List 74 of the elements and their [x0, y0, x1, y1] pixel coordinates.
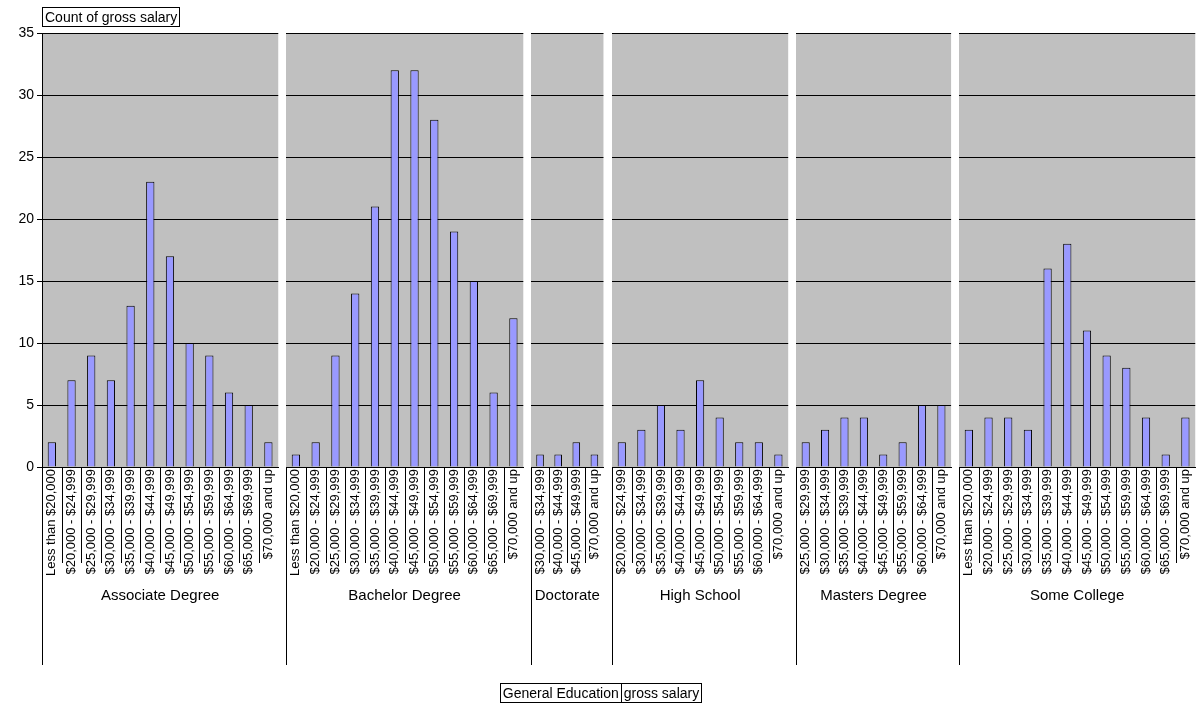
x-tick-label: $25,000 - $29,999: [797, 469, 813, 575]
x-tick-label: $70,000 and up: [259, 469, 275, 560]
x-tick-label: $50,000 - $54,999: [711, 469, 727, 575]
x-tick-label: $35,000 - $39,999: [366, 469, 382, 575]
x-tick-label: $30,000 - $34,999: [531, 469, 547, 575]
x-tick-label: $35,000 - $39,999: [122, 469, 138, 575]
x-tick-label: $30,000 - $34,999: [1019, 469, 1035, 575]
x-tick-label: $70,000 and up: [504, 469, 520, 560]
x-tick-label: $35,000 - $39,999: [652, 469, 668, 575]
x-tick-label: $55,000 - $59,999: [445, 469, 461, 575]
x-tick-label: $60,000 - $64,999: [1137, 469, 1153, 575]
x-tick-label: $70,000 and up: [585, 469, 601, 560]
x-tick-label: $45,000 - $49,999: [161, 469, 177, 575]
y-tick-label: 30: [18, 85, 35, 102]
x-tick-label: Less than $20,000: [287, 469, 303, 576]
x-tick-label: $40,000 - $44,999: [855, 469, 871, 575]
x-tick-label: $70,000 and up: [932, 469, 948, 560]
x-tick-label: $25,000 - $29,999: [327, 469, 343, 575]
x-tick-label: $65,000 - $69,999: [240, 469, 256, 575]
x-tick-label: $30,000 - $34,999: [102, 469, 118, 575]
x-tick-label: Less than $20,000: [960, 469, 976, 576]
x-tick-label: $20,000 - $24,999: [63, 469, 79, 575]
x-tick-label: $40,000 - $44,999: [672, 469, 688, 575]
x-tick-label: $50,000 - $54,999: [1098, 469, 1114, 575]
x-tick-label: $55,000 - $59,999: [730, 469, 746, 575]
x-tick-label: $35,000 - $39,999: [1039, 469, 1055, 575]
x-axis-title: Masters Degree: [820, 586, 927, 604]
x-tick-label: $70,000 and up: [769, 469, 785, 560]
y-tick-label: 5: [26, 395, 35, 412]
x-tick-label: $55,000 - $59,999: [200, 469, 216, 575]
x-axis-title: Doctorate: [534, 586, 600, 604]
y-tick-label: 0: [26, 457, 35, 474]
x-axis-title: Bachelor Degree: [348, 586, 461, 604]
x-tick-label: $20,000 - $24,999: [613, 469, 629, 575]
x-tick-label: $60,000 - $64,999: [750, 469, 766, 575]
x-tick-label: $45,000 - $49,999: [406, 469, 422, 575]
x-tick-label: $30,000 - $34,999: [632, 469, 648, 575]
x-tick-label: $50,000 - $54,999: [425, 469, 441, 575]
y-tick-label: 10: [18, 333, 35, 350]
x-tick-label: $60,000 - $64,999: [465, 469, 481, 575]
x-tick-label: $20,000 - $24,999: [307, 469, 323, 575]
x-tick-label: $40,000 - $44,999: [386, 469, 402, 575]
x-axis-title: Associate Degree: [100, 586, 220, 604]
x-tick-label: $25,000 - $29,999: [82, 469, 98, 575]
x-tick-label: $65,000 - $69,999: [485, 469, 501, 575]
x-tick-label: $30,000 - $34,999: [816, 469, 832, 575]
x-tick-label: $60,000 - $64,999: [913, 469, 929, 575]
y-tick-label: 20: [18, 209, 35, 226]
x-tick-label: $55,000 - $59,999: [1117, 469, 1133, 575]
y-tick-label: 25: [18, 147, 35, 164]
x-tick-label: $65,000 - $69,999: [1157, 469, 1173, 575]
x-tick-label: $45,000 - $49,999: [1078, 469, 1094, 575]
x-axis-title: Some College: [1030, 586, 1125, 604]
x-tick-label: $30,000 - $34,999: [346, 469, 362, 575]
x-tick-label: $70,000 and up: [1176, 469, 1192, 560]
x-tick-label: $45,000 - $49,999: [567, 469, 583, 575]
x-tick-label: $60,000 - $64,999: [220, 469, 236, 575]
x-axis-title: High School: [659, 586, 741, 604]
x-tick-label: $20,000 - $24,999: [980, 469, 996, 575]
x-tick-label: Less than $20,000: [43, 469, 59, 576]
y-tick-label: 15: [18, 271, 35, 288]
text: gross salary: [620, 683, 703, 703]
x-tick-label: $45,000 - $49,999: [874, 469, 890, 575]
x-tick-label: $25,000 - $29,999: [999, 469, 1015, 575]
x-tick-label: $40,000 - $44,999: [141, 469, 157, 575]
x-tick-label: $35,000 - $39,999: [836, 469, 852, 575]
text: General Education: [499, 683, 622, 703]
x-tick-label: $40,000 - $44,999: [549, 469, 565, 575]
x-tick-label: $40,000 - $44,999: [1058, 469, 1074, 575]
x-tick-label: $45,000 - $49,999: [691, 469, 707, 575]
x-tick-label: $55,000 - $59,999: [894, 469, 910, 575]
x-tick-label: $50,000 - $54,999: [181, 469, 197, 575]
chart-title: Count of gross salary: [42, 7, 181, 27]
y-tick-label: 35: [18, 23, 35, 40]
